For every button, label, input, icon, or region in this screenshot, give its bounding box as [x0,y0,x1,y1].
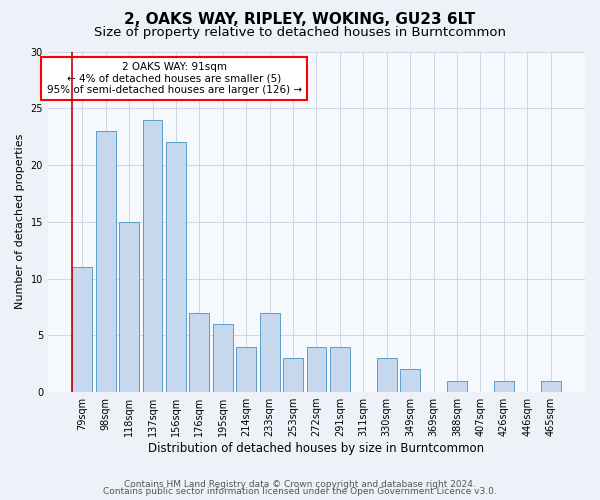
Text: Contains public sector information licensed under the Open Government Licence v3: Contains public sector information licen… [103,488,497,496]
Y-axis label: Number of detached properties: Number of detached properties [15,134,25,310]
Bar [330,346,350,392]
Bar [73,267,92,392]
Bar [260,312,280,392]
Bar [213,324,233,392]
X-axis label: Distribution of detached houses by size in Burntcommon: Distribution of detached houses by size … [148,442,485,455]
Bar [447,380,467,392]
Bar [119,222,139,392]
Bar [96,131,116,392]
Bar [541,380,560,392]
Text: Contains HM Land Registry data © Crown copyright and database right 2024.: Contains HM Land Registry data © Crown c… [124,480,476,489]
Text: 2 OAKS WAY: 91sqm
← 4% of detached houses are smaller (5)
95% of semi-detached h: 2 OAKS WAY: 91sqm ← 4% of detached house… [47,62,302,95]
Bar [190,312,209,392]
Bar [307,346,326,392]
Bar [283,358,303,392]
Bar [400,370,420,392]
Bar [494,380,514,392]
Bar [143,120,163,392]
Text: Size of property relative to detached houses in Burntcommon: Size of property relative to detached ho… [94,26,506,39]
Text: 2, OAKS WAY, RIPLEY, WOKING, GU23 6LT: 2, OAKS WAY, RIPLEY, WOKING, GU23 6LT [124,12,476,28]
Bar [236,346,256,392]
Bar [166,142,186,392]
Bar [377,358,397,392]
